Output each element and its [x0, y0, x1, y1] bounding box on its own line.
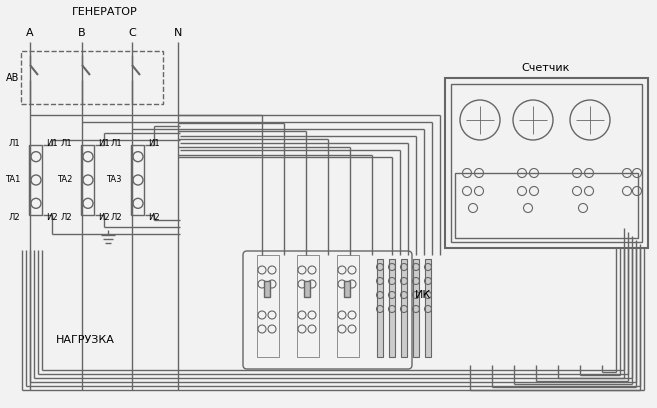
Text: N: N [174, 28, 182, 38]
Text: Л1: Л1 [9, 138, 20, 148]
Bar [81, 145, 94, 215]
Text: И2: И2 [148, 213, 160, 222]
Bar [304, 281, 310, 297]
Text: И1: И1 [98, 138, 110, 148]
Bar [389, 259, 395, 357]
Bar [377, 259, 383, 357]
Text: И1: И1 [148, 138, 160, 148]
Bar [264, 281, 270, 297]
Text: Л2: Л2 [110, 213, 122, 222]
Text: ИК: ИК [415, 290, 431, 300]
Bar [297, 255, 319, 357]
Bar [131, 145, 144, 215]
Text: TA3: TA3 [106, 175, 122, 184]
Text: TA2: TA2 [57, 175, 72, 184]
Text: B: B [78, 28, 86, 38]
Bar [337, 255, 359, 357]
Text: Л2: Л2 [60, 213, 72, 222]
Text: ГЕНЕРАТОР: ГЕНЕРАТОР [72, 7, 138, 17]
Bar [344, 281, 350, 297]
Text: НАГРУЗКА: НАГРУЗКА [56, 335, 114, 345]
Text: И2: И2 [46, 213, 58, 222]
Bar [455, 173, 638, 238]
Bar [29, 145, 42, 215]
Text: C: C [128, 28, 136, 38]
Bar [451, 84, 642, 242]
Bar [257, 255, 279, 357]
Text: TA1: TA1 [5, 175, 20, 184]
Bar [425, 259, 431, 357]
Bar [445, 78, 648, 248]
Text: Л1: Л1 [110, 138, 122, 148]
Text: И2: И2 [98, 213, 110, 222]
Text: Счетчик: Счетчик [522, 63, 570, 73]
Bar [21, 51, 163, 104]
Text: Л1: Л1 [60, 138, 72, 148]
Bar [401, 259, 407, 357]
Text: Л2: Л2 [9, 213, 20, 222]
Text: И1: И1 [46, 138, 58, 148]
Bar [413, 259, 419, 357]
Text: A: A [26, 28, 34, 38]
Text: АВ: АВ [7, 73, 20, 83]
